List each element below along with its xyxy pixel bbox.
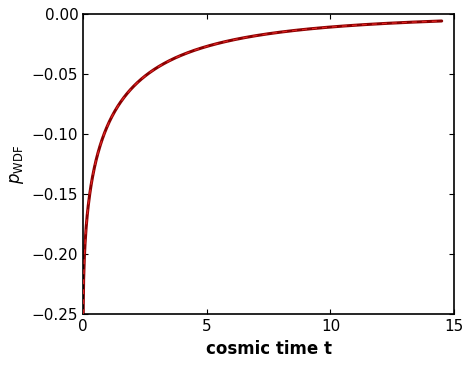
X-axis label: cosmic time t: cosmic time t	[206, 340, 332, 358]
Y-axis label: $p_\mathrm{WDF}$: $p_\mathrm{WDF}$	[8, 145, 26, 184]
